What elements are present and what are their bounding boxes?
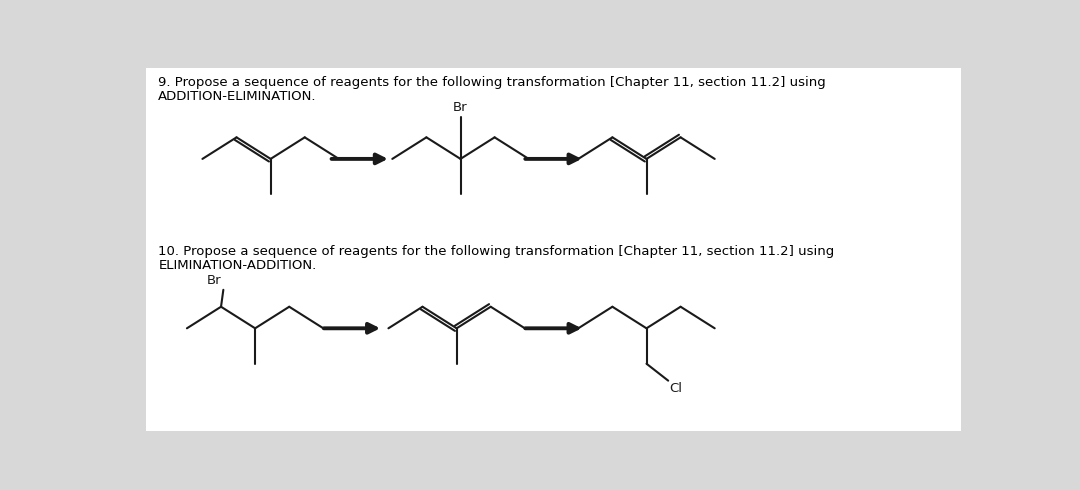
- Text: 9. Propose a sequence of reagents for the following transformation [Chapter 11, : 9. Propose a sequence of reagents for th…: [159, 76, 826, 89]
- Text: Br: Br: [206, 274, 221, 288]
- Text: 10. Propose a sequence of reagents for the following transformation [Chapter 11,: 10. Propose a sequence of reagents for t…: [159, 245, 835, 258]
- Text: Cl: Cl: [670, 382, 683, 395]
- Text: ADDITION-ELIMINATION.: ADDITION-ELIMINATION.: [159, 90, 316, 102]
- Text: Br: Br: [454, 101, 468, 114]
- Text: ELIMINATION-ADDITION.: ELIMINATION-ADDITION.: [159, 259, 316, 272]
